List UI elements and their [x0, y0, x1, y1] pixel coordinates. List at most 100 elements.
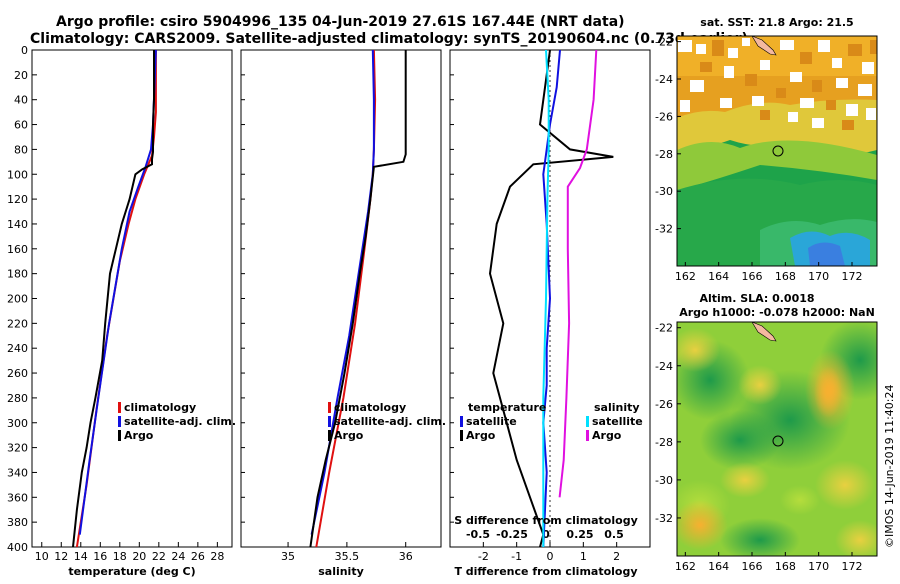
depth-tick-label: 300 — [7, 417, 28, 430]
depth-tick-label: 360 — [7, 491, 28, 504]
map-lat-tick-label: -28 — [655, 436, 673, 449]
depth-tick-label: 100 — [7, 168, 28, 181]
difference-xlabel: T difference from climatology — [454, 565, 637, 578]
x-tick-label: 12 — [54, 550, 68, 563]
x-tick-label: 22 — [152, 550, 166, 563]
s-diff-tick-label: 0.25 — [566, 528, 593, 541]
x-tick-label: 14 — [74, 550, 88, 563]
map-lon-tick-label: 168 — [775, 560, 796, 573]
legend-entry: Argo — [334, 429, 364, 442]
argo-position-marker-2 — [772, 435, 784, 447]
difference-top-xlabel: S difference from climatology — [454, 514, 638, 527]
series-s-satellite — [542, 49, 550, 547]
legend-entry: satellite-adj. clim. — [124, 415, 236, 428]
legend-entry: climatology — [124, 401, 196, 414]
depth-tick-label: 180 — [7, 268, 28, 281]
map-lon-tick-label: 162 — [675, 270, 696, 283]
depth-tick-label: 160 — [7, 243, 28, 256]
legend-entry: satellite-adj. clim. — [334, 415, 446, 428]
x-tick-label: 2 — [613, 550, 620, 563]
map-lat-tick-label: -22 — [655, 36, 673, 49]
legend-title: temperature — [468, 401, 546, 414]
x-tick-label: 1 — [580, 550, 587, 563]
x-tick-label: 36 — [399, 550, 413, 563]
depth-tick-label: 60 — [14, 119, 28, 132]
map-lon-tick-label: 172 — [842, 270, 863, 283]
series-argo — [72, 50, 155, 548]
argo-position-marker — [772, 145, 784, 157]
x-tick-label: 0 — [547, 550, 554, 563]
map-lon-tick-label: 166 — [742, 560, 763, 573]
series-t-argo — [488, 49, 614, 548]
map-lat-tick-label: -30 — [655, 185, 673, 198]
salinity-panel — [240, 49, 442, 548]
map-lon-tick-label: 168 — [775, 270, 796, 283]
depth-tick-label: 20 — [14, 69, 28, 82]
difference-plot: -2 -1 0 1 2 -0.5 -0.25 0 0.25 0.5 — [466, 49, 624, 563]
x-tick-label: 16 — [93, 550, 107, 563]
legend-entry: Argo — [592, 429, 622, 442]
depth-tick-label: 380 — [7, 516, 28, 529]
depth-tick-label: 320 — [7, 442, 28, 455]
s-diff-tick-label: 0 — [542, 528, 550, 541]
temperature-plot: 10 12 14 16 18 20 22 24 26 28 — [35, 49, 224, 563]
depth-tick-label: 240 — [7, 342, 28, 355]
map-lat-tick-label: -24 — [655, 360, 673, 373]
title-line-1: Argo profile: csiro 5904996_135 04-Jun-2… — [56, 14, 625, 30]
map-lon-tick-label: 170 — [808, 270, 829, 283]
depth-tick-label: 340 — [7, 466, 28, 479]
map-lon-tick-label: 172 — [842, 560, 863, 573]
map-lat-tick-label: -22 — [655, 322, 673, 335]
map-lon-tick-label: 166 — [742, 270, 763, 283]
map-lon-tick-label: 164 — [708, 560, 729, 573]
legend-title: salinity — [594, 401, 640, 414]
sla-map-title-1: Altim. SLA: 0.0018 — [699, 292, 814, 305]
title-line-2: Climatology: CARS2009. Satellite-adjuste… — [30, 31, 748, 47]
legend-entry: Argo — [124, 429, 154, 442]
s-diff-tick-label: 0.5 — [604, 528, 624, 541]
map-lat-tick-label: -28 — [655, 148, 673, 161]
series-argo — [309, 50, 407, 548]
map-lon-tick-label: 164 — [708, 270, 729, 283]
s-diff-tick-label: -0.25 — [496, 528, 528, 541]
sst-map — [677, 36, 877, 266]
map-lat-tick-label: -26 — [655, 398, 673, 411]
legend-entry: Argo — [466, 429, 496, 442]
s-diff-tick-label: -0.5 — [466, 528, 490, 541]
map-lat-tick-label: -24 — [655, 73, 673, 86]
sla-map — [677, 322, 877, 556]
map-lon-tick-label: 162 — [675, 560, 696, 573]
depth-tick-label: 280 — [7, 392, 28, 405]
temperature-xlabel: temperature (deg C) — [68, 565, 195, 578]
imos-stamp: ©IMOS 14-Jun-2019 11:40:24 — [883, 384, 896, 548]
x-tick-label: 35 — [281, 550, 295, 563]
depth-tick-label: 200 — [7, 293, 28, 306]
map-lat-tick-label: -32 — [655, 223, 673, 236]
map-lat-tick-label: -26 — [655, 110, 673, 123]
sst-map-title: sat. SST: 21.8 Argo: 21.5 — [700, 16, 853, 29]
depth-axis: 0 20 40 60 80 100 120 140 160 180 200 220 240 260 280 3… — [7, 44, 454, 554]
x-tick-label: 18 — [113, 550, 127, 563]
depth-tick-label: 0 — [21, 44, 28, 57]
x-tick-label: 35.5 — [335, 550, 360, 563]
x-tick-label: 20 — [132, 550, 146, 563]
series-s-argo — [558, 49, 598, 498]
x-tick-label: 24 — [171, 550, 185, 563]
map-lat-tick-label: -32 — [655, 512, 673, 525]
x-tick-label: 26 — [191, 550, 205, 563]
salinity-xlabel: salinity — [318, 565, 364, 578]
map-lat-tick-label: -30 — [655, 474, 673, 487]
depth-tick-label: 140 — [7, 218, 28, 231]
sla-map-title-2: Argo h1000: -0.078 h2000: NaN — [679, 306, 875, 319]
depth-tick-label: 120 — [7, 193, 28, 206]
x-tick-label: -1 — [511, 550, 522, 563]
depth-tick-label: 40 — [14, 94, 28, 107]
map-axes: 162 164 166 168 170 172 -22 -24 -26 -28 -30 -32 162 1… — [655, 36, 862, 573]
x-tick-label: 10 — [35, 550, 49, 563]
x-tick-label: -2 — [478, 550, 489, 563]
map-lon-tick-label: 170 — [808, 560, 829, 573]
legend-entry: satellite — [466, 415, 517, 428]
